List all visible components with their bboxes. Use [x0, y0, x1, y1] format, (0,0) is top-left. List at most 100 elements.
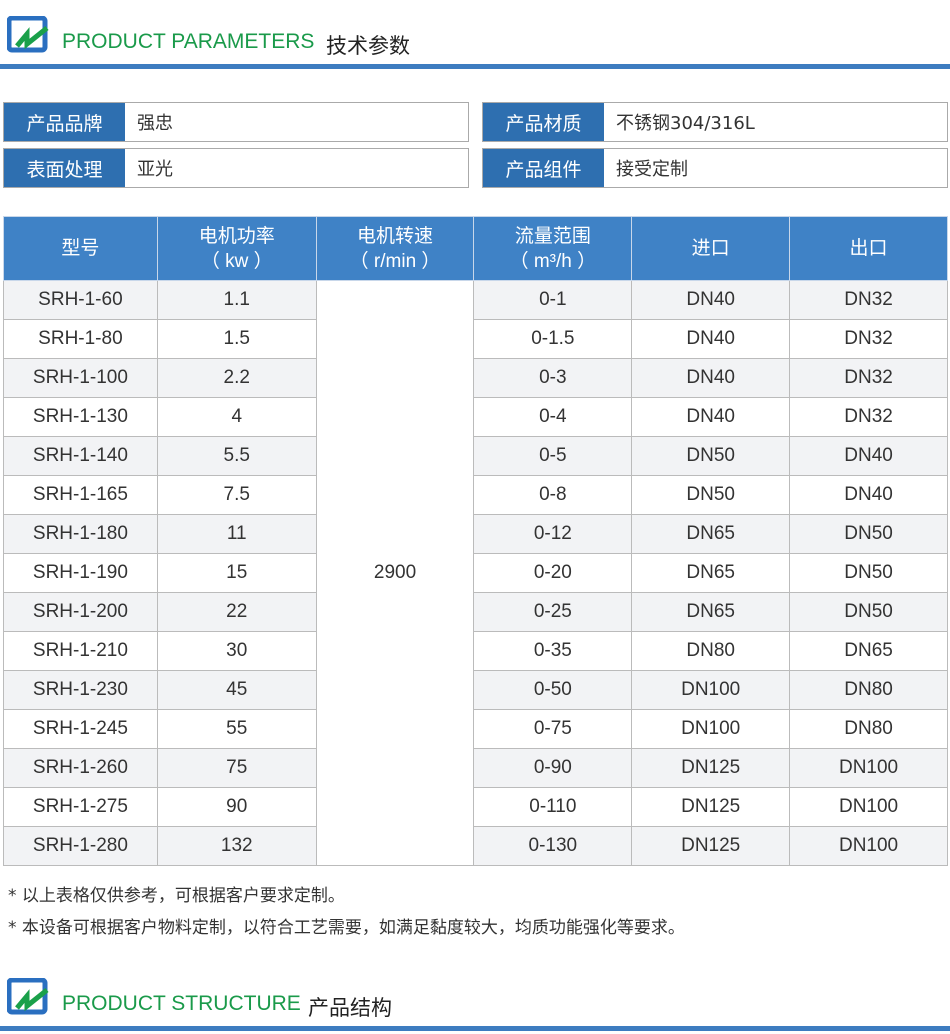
cell-model: SRH-1-210: [3, 631, 158, 671]
attr-surface: 表面处理 亚光: [3, 148, 469, 188]
table-row: SRH-1-60 1.1 2900 0-1 DN40 DN32: [3, 280, 948, 866]
column-header: 型号: [3, 216, 158, 281]
column-header: 电机功率 （ kw ）: [156, 216, 317, 281]
cell-outlet: DN50: [789, 553, 948, 593]
section-title-cn: 产品结构: [308, 996, 392, 1020]
cell-flow: 0-1.5: [473, 319, 633, 359]
divider: [0, 1026, 950, 1031]
cell-model: SRH-1-200: [3, 592, 158, 632]
table-row: SRH-1-130 4 0-4 DN40 DN32: [3, 397, 948, 437]
cell-model: SRH-1-140: [3, 436, 158, 476]
attr-brand: 产品品牌 强忠: [3, 102, 469, 142]
cell-power: 15: [156, 553, 317, 593]
cell-power: 132: [156, 826, 317, 866]
column-header: 电机转速 （ r/min ）: [315, 216, 475, 281]
cell-flow: 0-20: [473, 553, 633, 593]
cell-flow: 0-4: [473, 397, 633, 437]
cell-flow: 0-50: [473, 670, 633, 710]
cell-outlet: DN65: [789, 631, 948, 671]
cell-power: 45: [156, 670, 317, 710]
cell-outlet: DN80: [789, 709, 948, 749]
cell-outlet: DN40: [789, 436, 948, 476]
attr-key: 产品材质: [483, 103, 604, 141]
header-text: 型号: [61, 238, 100, 259]
parameters-table: 型号 电机功率 （ kw ） 电机转速 （ r/min ） 流量范围 （ m³/h ） 进口 出…: [3, 216, 948, 866]
cell-inlet: DN40: [631, 319, 791, 359]
cell-power: 90: [156, 787, 317, 827]
cell-model: SRH-1-230: [3, 670, 158, 710]
cell-inlet: DN65: [631, 592, 791, 632]
section-title-en: PRODUCT STRUCTURE: [62, 992, 301, 1015]
cell-model: SRH-1-165: [3, 475, 158, 515]
cell-inlet: DN80: [631, 631, 791, 671]
cell-inlet: DN65: [631, 514, 791, 554]
cell-flow: 0-3: [473, 358, 633, 398]
cell-inlet: DN40: [631, 280, 791, 320]
cell-model: SRH-1-100: [3, 358, 158, 398]
cell-flow: 0-12: [473, 514, 633, 554]
cell-inlet: DN50: [631, 475, 791, 515]
column-header: 进口: [631, 216, 791, 281]
note-2: * 本设备可根据客户物料定制，以符合工艺需要，如满足黏度较大，均质功能强化等要求…: [8, 918, 685, 938]
cell-speed: 2900: [315, 280, 475, 866]
table-row: SRH-1-245 55 0-75 DN100 DN80: [3, 709, 948, 749]
cell-power: 30: [156, 631, 317, 671]
attr-components: 产品组件 接受定制: [482, 148, 948, 188]
cell-inlet: DN125: [631, 748, 791, 788]
header-text: 电机转速: [357, 225, 434, 247]
cell-power: 1.5: [156, 319, 317, 359]
cell-inlet: DN100: [631, 670, 791, 710]
table-row: SRH-1-100 2.2 0-3 DN40 DN32: [3, 358, 948, 398]
header-text: 流量范围: [514, 225, 591, 247]
attr-value: 强忠: [137, 113, 173, 134]
section-header-structure: PRODUCT STRUCTURE 产品结构: [0, 962, 950, 1031]
attr-value: 不锈钢304/316L: [616, 113, 755, 134]
cell-flow: 0-90: [473, 748, 633, 788]
cell-outlet: DN100: [789, 787, 948, 827]
table-row: SRH-1-180 11 0-12 DN65 DN50: [3, 514, 948, 554]
cell-flow: 0-75: [473, 709, 633, 749]
cell-model: SRH-1-280: [3, 826, 158, 866]
table-row: SRH-1-165 7.5 0-8 DN50 DN40: [3, 475, 948, 515]
cell-flow: 0-35: [473, 631, 633, 671]
cell-flow: 0-25: [473, 592, 633, 632]
cell-flow: 0-1: [473, 280, 633, 320]
logo-icon: [7, 16, 49, 53]
section-title-cn: 技术参数: [326, 34, 410, 58]
table-row: SRH-1-230 45 0-50 DN100 DN80: [3, 670, 948, 710]
cell-inlet: DN65: [631, 553, 791, 593]
table-row: SRH-1-280 132 0-130 DN125 DN100: [3, 826, 948, 866]
column-header: 出口: [789, 216, 948, 281]
cell-outlet: DN80: [789, 670, 948, 710]
table-row: SRH-1-190 15 0-20 DN65 DN50: [3, 553, 948, 593]
cell-power: 1.1: [156, 280, 317, 320]
cell-model: SRH-1-180: [3, 514, 158, 554]
table-row: SRH-1-80 1.5 0-1.5 DN40 DN32: [3, 319, 948, 359]
cell-inlet: DN125: [631, 787, 791, 827]
cell-power: 2.2: [156, 358, 317, 398]
cell-power: 22: [156, 592, 317, 632]
cell-flow: 0-5: [473, 436, 633, 476]
cell-flow: 0-130: [473, 826, 633, 866]
cell-outlet: DN32: [789, 358, 948, 398]
cell-power: 11: [156, 514, 317, 554]
cell-outlet: DN100: [789, 826, 948, 866]
cell-model: SRH-1-130: [3, 397, 158, 437]
column-header: 流量范围 （ m³/h ）: [473, 216, 633, 281]
cell-outlet: DN50: [789, 592, 948, 632]
cell-outlet: DN40: [789, 475, 948, 515]
cell-model: SRH-1-190: [3, 553, 158, 593]
table-row: SRH-1-140 5.5 0-5 DN50 DN40: [3, 436, 948, 476]
cell-inlet: DN100: [631, 709, 791, 749]
section-title-en: PRODUCT PARAMETERS: [62, 30, 315, 53]
header-text: （ m³/h ）: [509, 250, 597, 272]
cell-power: 5.5: [156, 436, 317, 476]
cell-power: 55: [156, 709, 317, 749]
table-row: SRH-1-200 22 0-25 DN65 DN50: [3, 592, 948, 632]
cell-model: SRH-1-275: [3, 787, 158, 827]
cell-inlet: DN125: [631, 826, 791, 866]
cell-outlet: DN32: [789, 397, 948, 437]
header-text: （ kw ）: [200, 250, 273, 272]
divider: [0, 64, 950, 69]
cell-power: 4: [156, 397, 317, 437]
